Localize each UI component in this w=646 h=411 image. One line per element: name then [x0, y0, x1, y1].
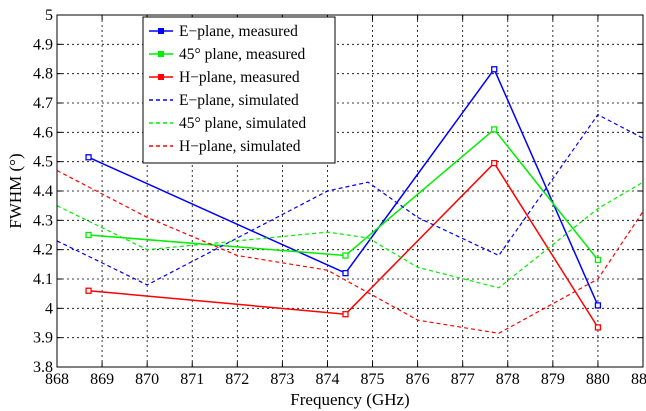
- data-point-marker: [342, 269, 349, 277]
- data-point-marker: [491, 159, 498, 167]
- legend-swatch-marker: [158, 74, 164, 80]
- legend-entry-label: H−plane, simulated: [179, 138, 301, 155]
- x-tick-label: 880: [586, 371, 610, 388]
- x-tick-label: 874: [315, 371, 339, 388]
- series-line: [56, 181, 644, 289]
- data-point-marker: [594, 256, 602, 264]
- x-tick-label: 877: [451, 371, 475, 388]
- y-tick-label: 4.2: [33, 242, 53, 259]
- x-tick-label: 873: [270, 371, 294, 388]
- legend-swatch-marker: [158, 51, 164, 57]
- x-axis-label: Frequency (GHz): [290, 390, 409, 409]
- series-line: [88, 67, 599, 306]
- y-tick-label: 4.7: [33, 95, 53, 112]
- axis-ticks: 868 869 870 871 872 873 874 875 876 877 878 879 880 8…: [33, 7, 646, 388]
- data-point-marker: [594, 302, 602, 309]
- legend-entry-label: 45° plane, simulated: [179, 115, 306, 132]
- y-tick-label: 4.9: [33, 36, 53, 53]
- data-point-marker: [85, 154, 92, 161]
- x-tick-label: 878: [496, 371, 520, 388]
- data-series: [56, 66, 644, 334]
- y-tick-label: 3.9: [33, 330, 53, 347]
- y-tick-label: 5: [45, 7, 53, 24]
- legend-entry-label: E−plane, simulated: [179, 92, 299, 109]
- data-point-marker: [85, 231, 92, 239]
- y-axis-label: FWHM (°): [6, 153, 25, 228]
- series-line: [56, 169, 644, 334]
- legend-box: [142, 16, 336, 164]
- legend-entry-label: H−plane, measured: [179, 69, 300, 86]
- data-point-marker: [594, 324, 602, 331]
- y-tick-label: 4.1: [33, 271, 53, 288]
- x-tick-label: 870: [135, 371, 159, 388]
- legend: E−plane, measured 45° plane, measured H−pl…: [142, 16, 336, 164]
- x-tick-label: 872: [225, 371, 249, 388]
- y-tick-label: 4.4: [33, 183, 53, 200]
- data-point-marker: [491, 126, 498, 133]
- x-tick-label: 871: [180, 371, 204, 388]
- series-line: [88, 161, 599, 328]
- y-tick-label: 4.5: [33, 154, 53, 171]
- legend-entry-label: 45° plane, measured: [179, 46, 306, 63]
- data-point-marker: [342, 252, 349, 259]
- series-line: [88, 128, 599, 261]
- data-point-marker: [342, 311, 349, 318]
- y-tick-label: 3.8: [33, 359, 53, 376]
- legend-swatch-marker: [158, 28, 164, 34]
- series-line: [56, 113, 644, 286]
- y-tick-label: 4.6: [33, 124, 53, 141]
- x-tick-label: 876: [406, 371, 430, 388]
- x-tick-label: 868: [45, 371, 69, 388]
- x-tick-label: 869: [90, 371, 114, 388]
- y-tick-label: 4.3: [33, 212, 53, 229]
- data-point-marker: [85, 287, 92, 294]
- x-tick-label: 879: [541, 371, 565, 388]
- x-tick-label: 875: [361, 371, 385, 388]
- legend-entry-label: E−plane, measured: [179, 23, 298, 40]
- y-tick-label: 4.8: [33, 66, 53, 83]
- x-tick-label: 881: [631, 371, 646, 388]
- data-point-marker: [491, 66, 498, 73]
- y-tick-label: 4: [45, 300, 53, 317]
